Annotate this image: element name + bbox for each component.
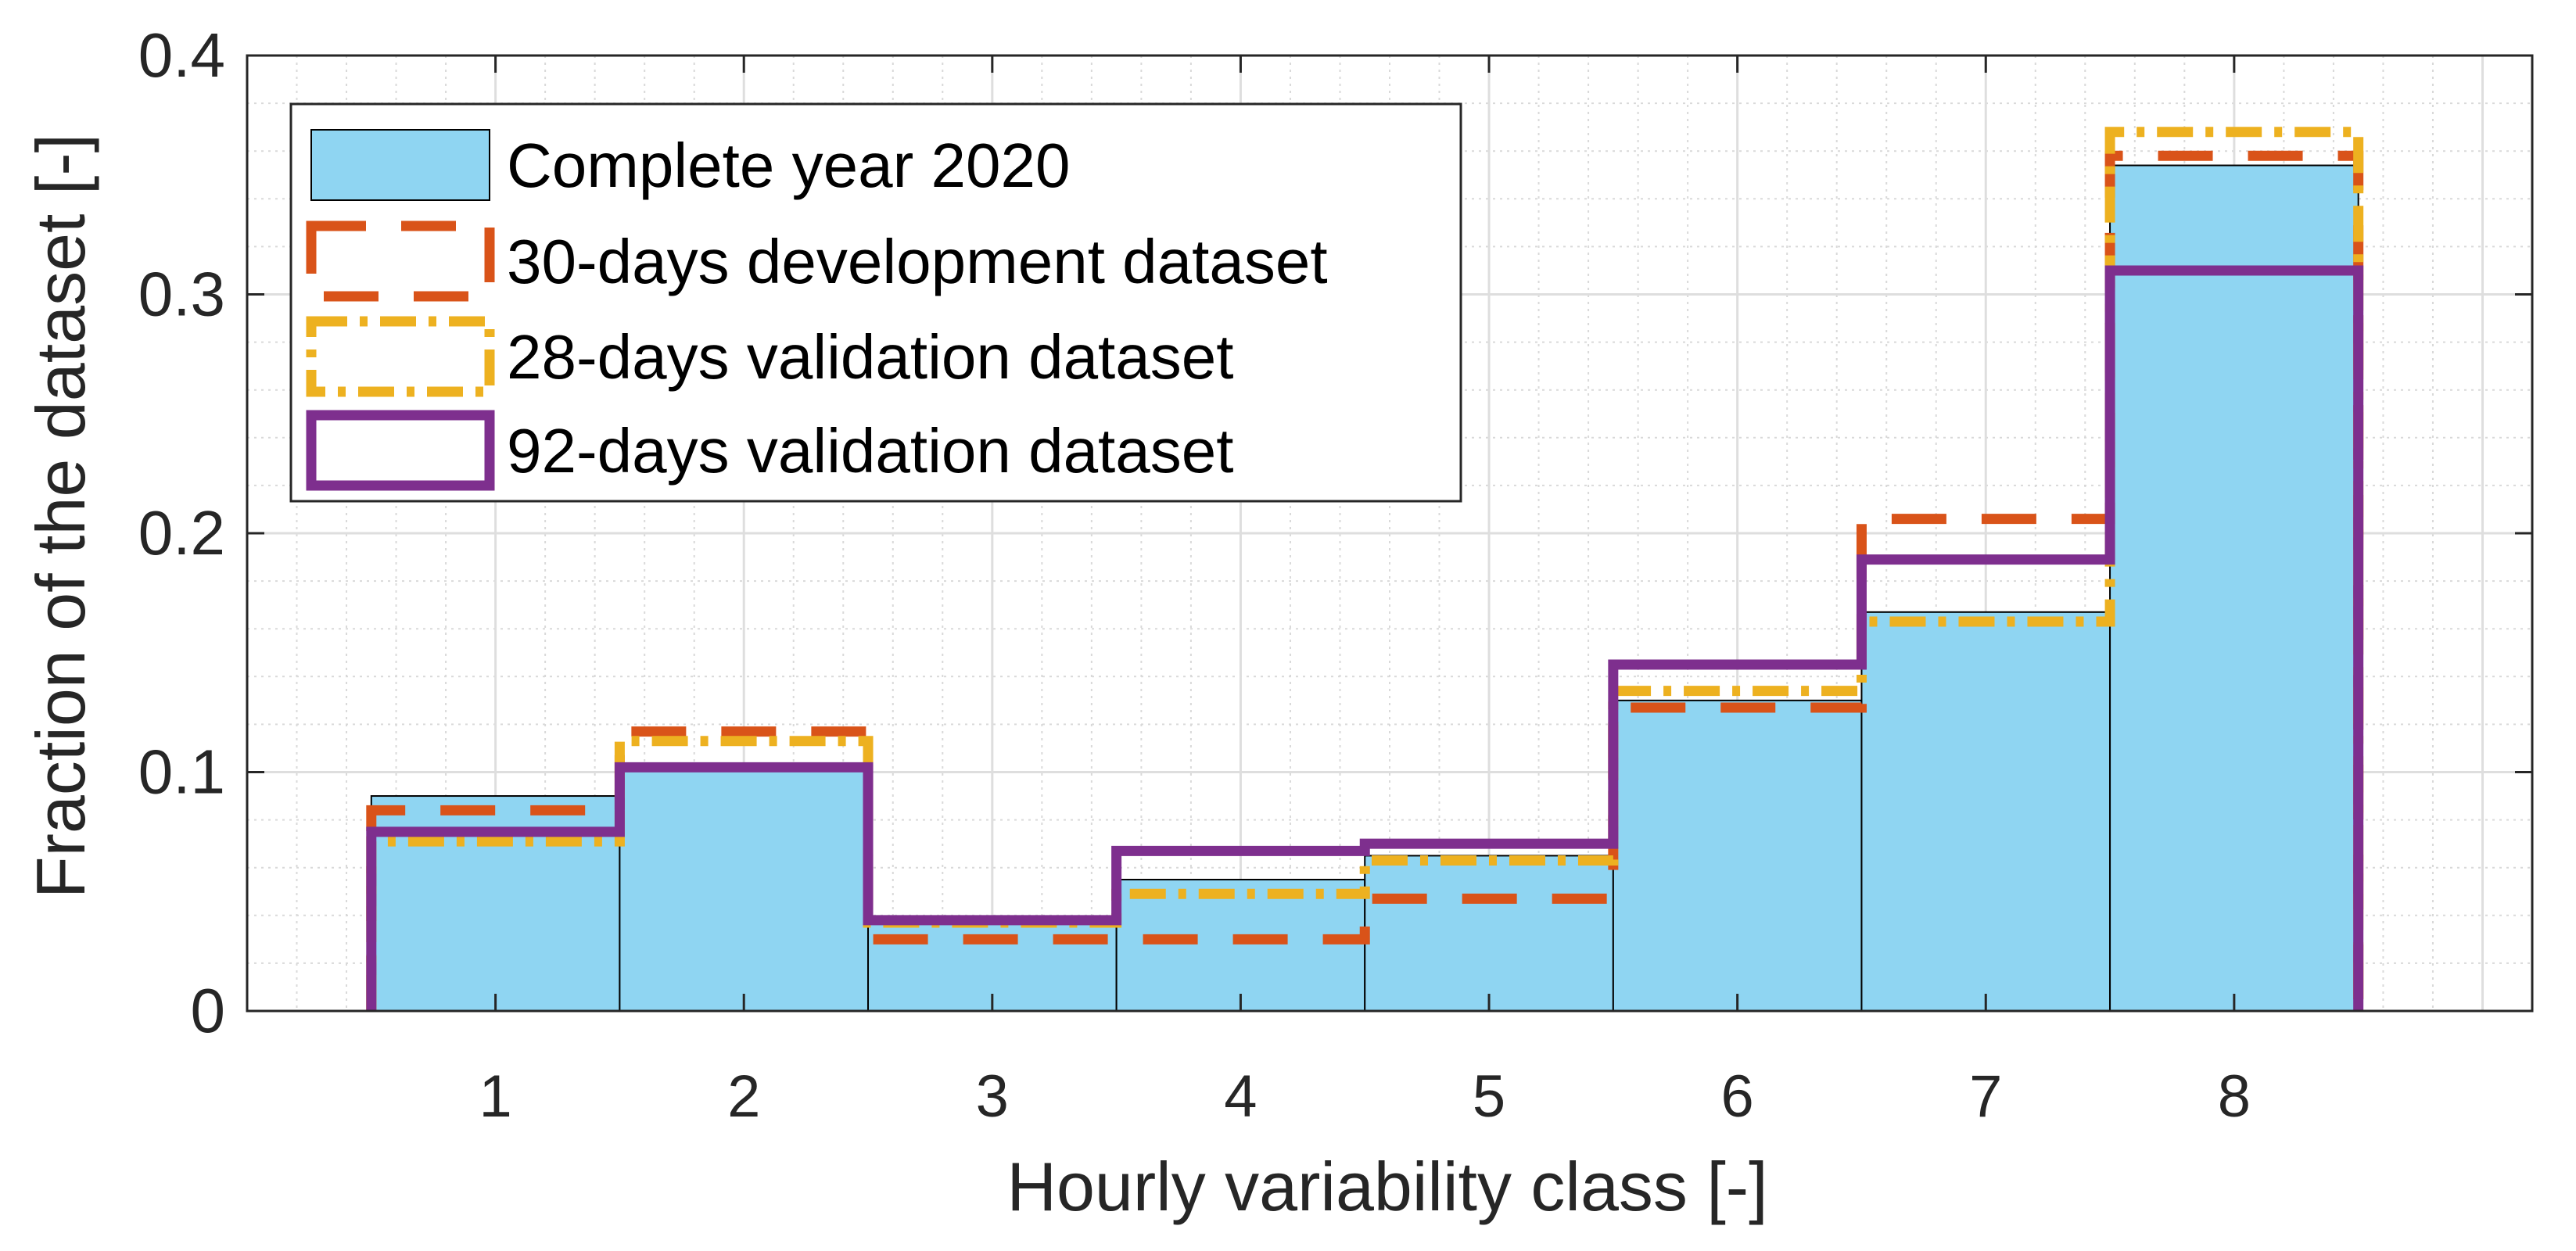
- y-tick-label: 0.4: [138, 20, 225, 90]
- legend-swatch: [310, 129, 490, 201]
- legend-label: 28-days validation dataset: [507, 322, 1234, 392]
- y-tick-label: 0.3: [138, 260, 225, 329]
- x-tick-label: 7: [1969, 1063, 2002, 1130]
- histogram-bar: [2109, 164, 2359, 1012]
- x-tick-label: 3: [976, 1063, 1009, 1130]
- stairs-lines-group: [366, 127, 2364, 1011]
- x-tick-label: 2: [727, 1063, 760, 1130]
- y-axis-label: Fraction of the dataset [-]: [22, 134, 99, 898]
- histogram-bar: [1364, 855, 1614, 1013]
- histogram-bar: [1115, 878, 1366, 1012]
- x-tick-label: 8: [2218, 1063, 2251, 1130]
- legend: Complete year 2020 30-days development da…: [289, 102, 1462, 503]
- y-tick-label: 0.2: [138, 498, 225, 568]
- legend-swatch: [306, 220, 495, 302]
- x-tick-label: 5: [1473, 1063, 1505, 1130]
- histogram-bar: [1860, 611, 2111, 1012]
- legend-swatch: [306, 316, 495, 397]
- x-tick-label: 1: [479, 1063, 511, 1130]
- legend-swatch: [306, 410, 495, 491]
- histogram-bar: [1612, 699, 1863, 1012]
- axis-ticks: 1 2 3 4 5 6 7 8 0 0.1 0.2 0.3 0.4: [138, 20, 2532, 1130]
- legend-label: Complete year 2020: [507, 131, 1070, 200]
- x-tick-label: 4: [1224, 1063, 1257, 1130]
- legend-label: 92-days validation dataset: [507, 416, 1234, 486]
- histogram-bar: [619, 766, 870, 1012]
- stairs-line-solid-stairs: [366, 265, 2364, 1011]
- y-tick-label: 0.1: [138, 737, 225, 807]
- x-axis-label: Hourly variability class [-]: [1006, 1148, 1767, 1225]
- legend-label: 30-days development dataset: [507, 227, 1328, 296]
- x-tick-label: 6: [1721, 1063, 1754, 1130]
- y-tick-label: 0: [191, 976, 226, 1045]
